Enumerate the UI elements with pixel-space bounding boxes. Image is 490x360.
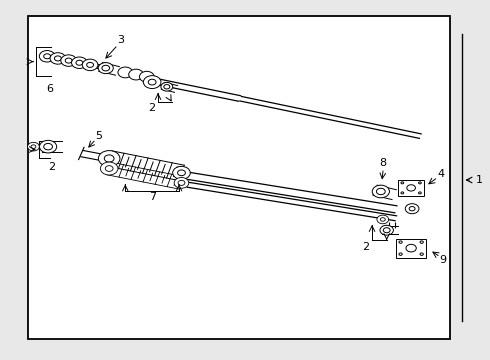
Circle shape	[406, 244, 416, 252]
Circle shape	[27, 142, 39, 151]
Circle shape	[418, 182, 421, 184]
Circle shape	[420, 253, 423, 255]
Text: 8: 8	[380, 158, 387, 168]
Circle shape	[380, 218, 385, 221]
Text: 3: 3	[117, 35, 124, 45]
Circle shape	[82, 59, 98, 71]
Circle shape	[407, 185, 416, 191]
Polygon shape	[396, 239, 426, 258]
Circle shape	[54, 56, 61, 61]
Text: 5: 5	[95, 131, 102, 140]
Circle shape	[100, 162, 118, 175]
Text: 4: 4	[438, 169, 445, 179]
Circle shape	[376, 188, 385, 195]
Circle shape	[105, 166, 113, 171]
Circle shape	[140, 71, 154, 82]
Circle shape	[98, 63, 113, 74]
Circle shape	[39, 50, 55, 62]
Circle shape	[87, 62, 94, 67]
Circle shape	[372, 185, 390, 198]
Circle shape	[383, 228, 390, 233]
Circle shape	[401, 182, 404, 184]
Text: 1: 1	[476, 175, 483, 185]
Circle shape	[172, 166, 190, 179]
Circle shape	[401, 192, 404, 194]
Text: 7: 7	[148, 192, 156, 202]
Circle shape	[418, 192, 421, 194]
Polygon shape	[398, 180, 424, 196]
Circle shape	[144, 76, 161, 89]
Circle shape	[98, 150, 120, 166]
Circle shape	[31, 145, 36, 148]
Circle shape	[174, 177, 189, 188]
Circle shape	[377, 215, 389, 224]
Circle shape	[44, 54, 50, 59]
Circle shape	[399, 241, 402, 243]
FancyBboxPatch shape	[27, 16, 450, 338]
Text: 2: 2	[148, 103, 156, 113]
Circle shape	[102, 65, 110, 71]
Circle shape	[50, 53, 66, 64]
Text: 6: 6	[46, 84, 53, 94]
Circle shape	[104, 155, 114, 162]
Circle shape	[148, 79, 156, 85]
Circle shape	[399, 253, 402, 255]
Circle shape	[76, 60, 83, 65]
Circle shape	[72, 57, 87, 68]
Circle shape	[161, 82, 173, 91]
Circle shape	[129, 69, 144, 80]
Circle shape	[380, 225, 393, 235]
Text: 2: 2	[49, 162, 55, 172]
Circle shape	[409, 207, 415, 211]
Circle shape	[177, 170, 185, 176]
Circle shape	[118, 67, 133, 78]
Circle shape	[65, 58, 72, 63]
Circle shape	[405, 204, 419, 214]
Circle shape	[164, 85, 170, 89]
Circle shape	[40, 140, 57, 153]
Circle shape	[44, 143, 52, 150]
Circle shape	[420, 241, 423, 243]
Text: 9: 9	[440, 255, 446, 265]
Text: 2: 2	[363, 242, 370, 252]
Circle shape	[61, 55, 76, 66]
Circle shape	[178, 180, 185, 185]
